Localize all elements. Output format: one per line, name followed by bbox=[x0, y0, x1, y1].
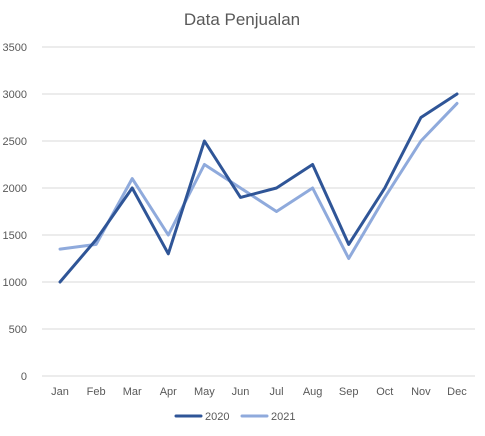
y-tick-label: 3500 bbox=[3, 42, 27, 54]
x-tick-label: Jan bbox=[51, 386, 69, 398]
x-tick-label: Jun bbox=[232, 386, 250, 398]
series-lines bbox=[58, 92, 459, 284]
series-line-2020 bbox=[58, 92, 459, 284]
y-tick-label: 3000 bbox=[3, 89, 27, 101]
legend: 2020 2021 bbox=[174, 411, 295, 423]
x-tick-label: Nov bbox=[411, 386, 431, 398]
x-tick-label: May bbox=[194, 386, 215, 398]
x-tick-label: Jul bbox=[270, 386, 284, 398]
x-tick-label: Feb bbox=[87, 386, 106, 398]
legend-label-2020: 2020 bbox=[205, 411, 229, 423]
gridlines bbox=[42, 46, 475, 377]
y-tick-label: 1500 bbox=[3, 230, 27, 242]
y-tick-label: 1000 bbox=[3, 277, 27, 289]
x-tick-label: Mar bbox=[123, 386, 142, 398]
x-tick-label: Dec bbox=[447, 386, 467, 398]
y-axis-tick-labels: 0 500 1000 1500 2000 2500 3000 3500 bbox=[3, 42, 27, 383]
chart-title: Data Penjualan bbox=[184, 10, 300, 29]
y-tick-label: 0 bbox=[21, 371, 27, 383]
x-tick-label: Sep bbox=[339, 386, 359, 398]
x-tick-label: Aug bbox=[303, 386, 323, 398]
y-tick-label: 2000 bbox=[3, 183, 27, 195]
legend-label-2021: 2021 bbox=[271, 411, 295, 423]
y-tick-label: 2500 bbox=[3, 136, 27, 148]
y-tick-label: 500 bbox=[9, 324, 27, 336]
series-line-2021 bbox=[58, 101, 459, 260]
x-axis-tick-labels: Jan Feb Mar Apr May Jun Jul Aug Sep Oct Nov Dec bbox=[51, 386, 467, 398]
x-tick-label: Apr bbox=[160, 386, 177, 398]
x-tick-label: Oct bbox=[376, 386, 393, 398]
